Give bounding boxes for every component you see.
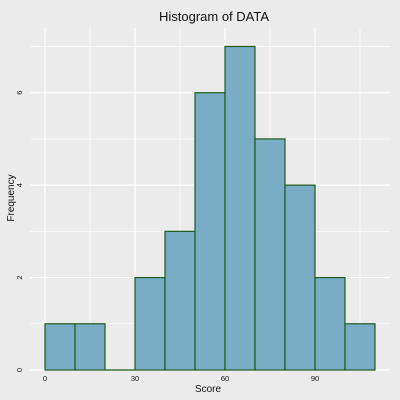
y-tick-label: 2 bbox=[15, 275, 24, 279]
histogram-bar bbox=[254, 138, 286, 371]
x-tick-label: 60 bbox=[221, 374, 229, 383]
x-axis-label: Score bbox=[195, 384, 222, 395]
histogram-bar bbox=[344, 323, 376, 371]
x-tick-label: 0 bbox=[43, 374, 47, 383]
histogram-bar bbox=[224, 45, 256, 371]
histogram-bar bbox=[44, 323, 76, 371]
y-tick-label: 0 bbox=[15, 368, 24, 372]
x-tick-label: 30 bbox=[131, 374, 139, 383]
histogram-bar bbox=[74, 323, 106, 371]
y-tick-label: 6 bbox=[15, 91, 24, 95]
histogram-bar bbox=[194, 92, 226, 371]
histogram-bar bbox=[134, 276, 166, 371]
bars bbox=[44, 45, 376, 371]
x-tick-label: 90 bbox=[311, 374, 319, 383]
y-axis-label: Frequency bbox=[6, 174, 17, 221]
tick-labels: 0 30 60 90 0 2 4 6 bbox=[15, 91, 319, 383]
y-tick-label: 4 bbox=[15, 183, 24, 187]
histogram-bar bbox=[164, 230, 196, 371]
chart-title: Histogram of DATA bbox=[159, 9, 269, 24]
histogram-bar bbox=[284, 184, 316, 371]
histogram-bar bbox=[314, 276, 346, 371]
